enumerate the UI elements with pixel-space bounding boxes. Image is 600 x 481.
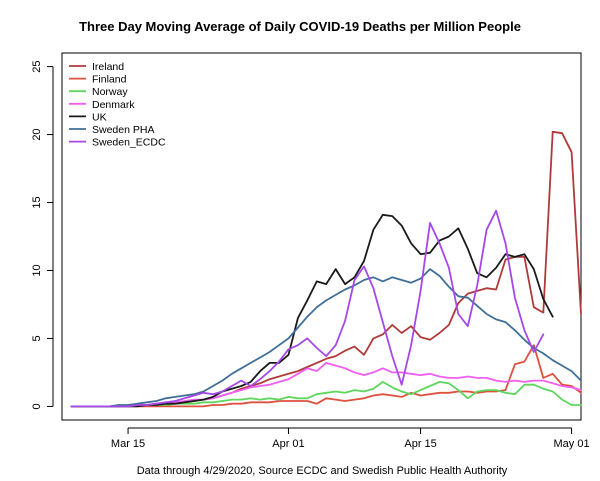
y-tick-label: 5 — [31, 335, 43, 341]
legend-label-denmark: Denmark — [92, 99, 135, 111]
y-tick-label: 15 — [31, 196, 43, 208]
y-tick-label: 20 — [31, 128, 43, 140]
legend-label-norway: Norway — [92, 86, 128, 98]
legend-label-finland: Finland — [92, 74, 127, 86]
legend-label-sweden-pha: Sweden PHA — [92, 124, 154, 136]
legend-label-uk: UK — [92, 111, 107, 123]
series-line-denmark — [70, 362, 582, 408]
series-line-sweden-pha — [70, 268, 582, 408]
series-line-ireland-tail — [551, 130, 582, 315]
series-line-finland — [70, 344, 582, 408]
x-tick-label: Apr 01 — [272, 438, 304, 450]
axis-layer: 0 5 10 15 20 25 Mar 15 Apr 01 Apr 15 May 01 — [31, 60, 590, 450]
chart-title: Three Day Moving Average of Daily COVID-… — [79, 19, 521, 34]
x-tick-label: Mar 15 — [111, 438, 145, 450]
series-line-sweden-ecdc — [70, 209, 545, 408]
plot-frame — [61, 52, 582, 421]
y-tick-label: 0 — [31, 403, 43, 409]
chart-caption: Data through 4/29/2020, Source ECDC and … — [137, 465, 508, 477]
series-layer — [70, 130, 582, 408]
y-tick-label: 25 — [31, 60, 43, 72]
legend-label-ireland: Ireland — [92, 61, 124, 73]
x-tick-label: May 01 — [554, 438, 590, 450]
y-tick-label: 10 — [31, 264, 43, 276]
x-tick-label: Apr 15 — [404, 438, 436, 450]
legend-label-sweden-ecdc: Sweden_ECDC — [92, 137, 166, 149]
